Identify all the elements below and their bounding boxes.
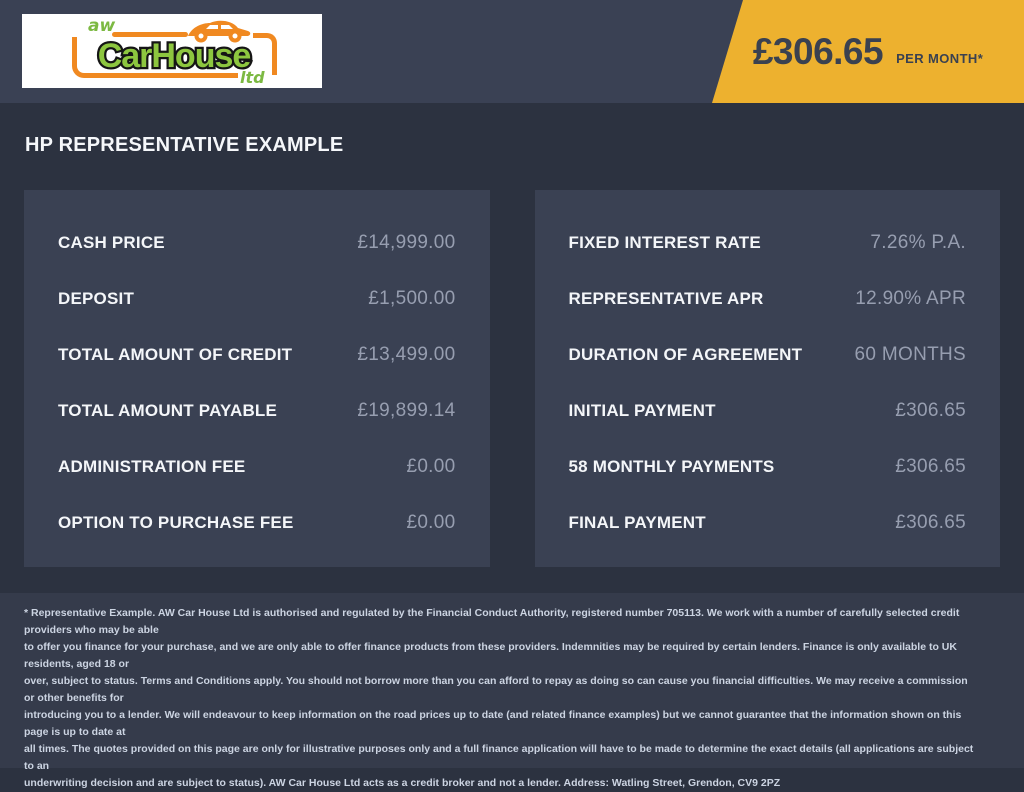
row-value: £0.00 [406,456,456,477]
row-value: £14,999.00 [357,232,456,253]
table-row: TOTAL AMOUNT OF CREDIT £13,499.00 [58,327,456,383]
svg-text:CarHouse: CarHouse [98,37,251,75]
row-value: £306.65 [895,512,966,533]
logo-top-line [112,32,188,37]
table-row: OPTION TO PURCHASE FEE £0.00 [58,495,456,551]
disclaimer-line: introducing you to a lender. We will end… [24,709,962,738]
representative-example-disclaimer: * Representative Example. AW Car House L… [24,605,979,792]
monthly-price-period: PER MONTH* [896,50,984,66]
row-value: £0.00 [406,512,456,533]
monthly-price-banner: £306.65 PER MONTH* [712,0,1024,103]
row-value: £306.65 [895,400,966,421]
logo-hook-line [253,33,277,75]
table-row: REPRESENTATIVE APR 12.90% APR [569,271,967,327]
row-label: DURATION OF AGREEMENT [568,345,803,364]
row-value: 7.26% P.A. [870,232,966,253]
row-label: ADMINISTRATION FEE [58,457,246,476]
disclaimer-line: over, subject to status. Terms and Condi… [24,675,968,704]
table-row: ADMINISTRATION FEE £0.00 [58,439,456,495]
table-row: CASH PRICE £14,999.00 [58,215,456,271]
finance-panels: CASH PRICE £14,999.00 DEPOSIT £1,500.00 … [24,190,1000,567]
table-row: INITIAL PAYMENT £306.65 [569,383,967,439]
table-row: DEPOSIT £1,500.00 [58,271,456,327]
row-label: CASH PRICE [58,233,165,252]
disclaimer-line: all times. The quotes provided on this p… [24,743,974,772]
row-label: 58 MONTHLY PAYMENTS [568,457,775,476]
monthly-price-amount: £306.65 [752,30,884,72]
row-label: DEPOSIT [58,289,135,308]
row-label: INITIAL PAYMENT [568,401,716,420]
finance-panel-left: CASH PRICE £14,999.00 DEPOSIT £1,500.00 … [24,190,490,567]
table-row: FINAL PAYMENT £306.65 [569,495,967,551]
table-row: FIXED INTEREST RATE 7.26% P.A. [569,215,967,271]
disclaimer-line: to offer you finance for your purchase, … [24,641,957,670]
row-value: £1,500.00 [368,288,456,309]
row-value: £13,499.00 [357,344,456,365]
row-label: FIXED INTEREST RATE [568,233,761,252]
row-label: OPTION TO PURCHASE FEE [58,513,294,532]
disclaimer-line: underwriting decision and are subject to… [24,777,781,789]
row-value: £306.65 [895,456,966,477]
car-icon [188,20,251,43]
row-value: £19,899.14 [357,400,456,421]
row-label: TOTAL AMOUNT OF CREDIT [58,345,293,364]
carhouse-logo: aw CarHouse ltd [22,14,322,88]
row-label: REPRESENTATIVE APR [568,289,764,308]
page-title: HP REPRESENTATIVE EXAMPLE [25,134,344,156]
table-row: TOTAL AMOUNT PAYABLE £19,899.14 [58,383,456,439]
row-value: 60 MONTHS [854,344,966,365]
finance-panel-right: FIXED INTEREST RATE 7.26% P.A. REPRESENT… [534,190,1000,567]
logo-aw-text: aw [88,16,116,36]
footer: * Representative Example. AW Car House L… [0,593,1024,789]
header-band: aw CarHouse ltd £306.65 PER MONTH* [0,0,1024,103]
logo-ltd-text: ltd [240,68,265,87]
row-value: 12.90% APR [855,288,966,309]
row-label: FINAL PAYMENT [568,513,706,532]
table-row: DURATION OF AGREEMENT 60 MONTHS [569,327,967,383]
table-row: 58 MONTHLY PAYMENTS £306.65 [569,439,967,495]
disclaimer-line: * Representative Example. AW Car House L… [24,607,960,636]
row-label: TOTAL AMOUNT PAYABLE [58,401,278,420]
logo-bracket-line [72,37,238,78]
logo-main-text: CarHouse [95,35,253,78]
